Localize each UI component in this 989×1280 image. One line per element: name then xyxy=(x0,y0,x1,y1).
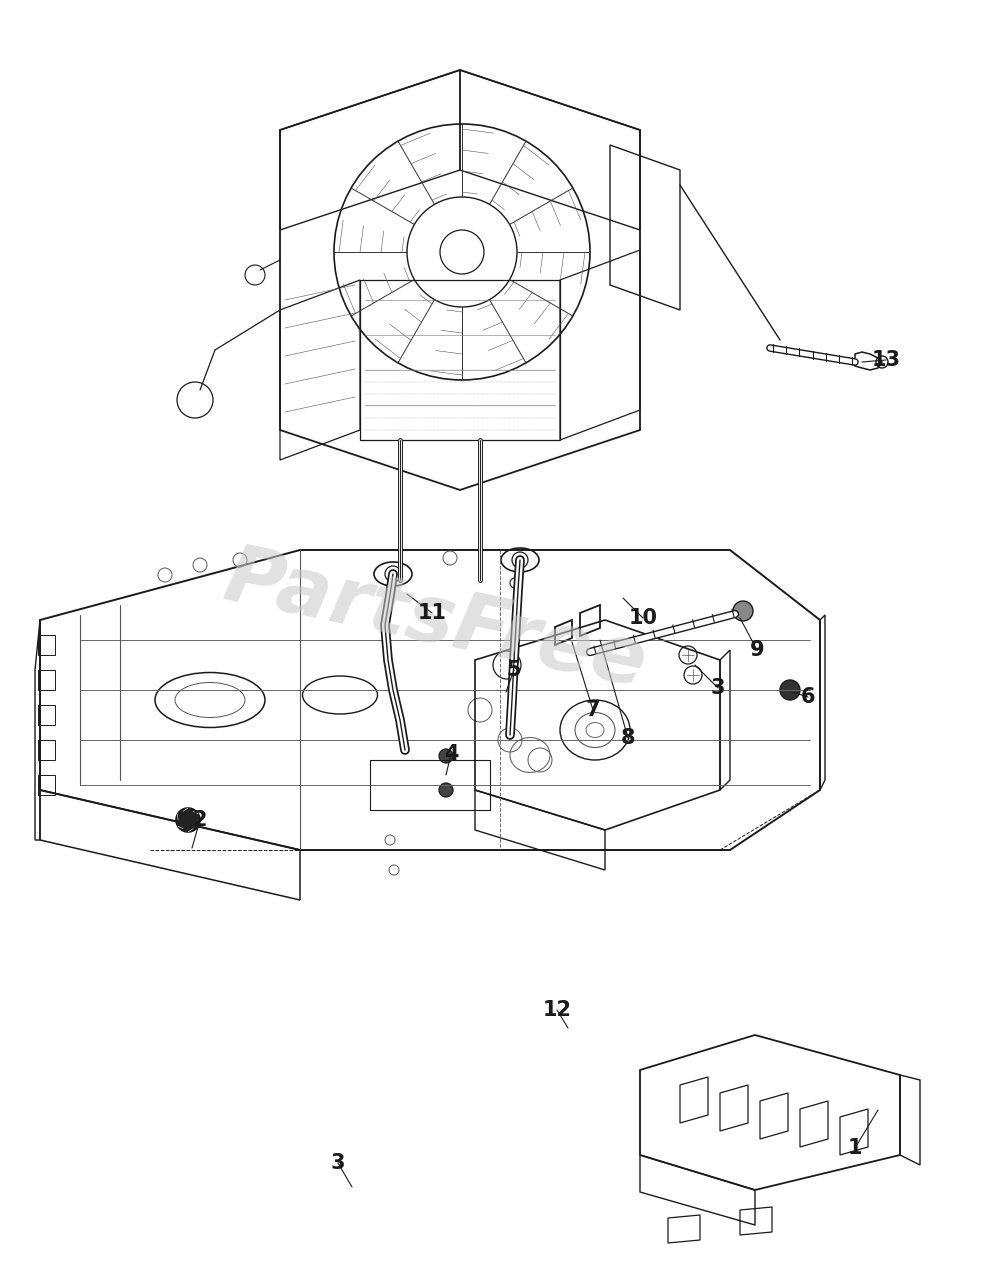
Text: 8: 8 xyxy=(621,728,635,748)
Text: 12: 12 xyxy=(543,1000,572,1020)
Text: 3: 3 xyxy=(711,678,725,698)
Circle shape xyxy=(439,749,453,763)
Text: 2: 2 xyxy=(193,810,208,829)
Text: 6: 6 xyxy=(801,687,815,707)
Text: PartsFree: PartsFree xyxy=(217,538,654,704)
Text: 3: 3 xyxy=(330,1153,345,1172)
Text: 5: 5 xyxy=(506,660,521,680)
Text: 9: 9 xyxy=(750,640,764,660)
Circle shape xyxy=(780,680,800,700)
Text: 11: 11 xyxy=(417,603,446,623)
Text: 13: 13 xyxy=(871,349,901,370)
Text: 4: 4 xyxy=(444,744,458,764)
Text: 1: 1 xyxy=(848,1138,862,1158)
Circle shape xyxy=(176,808,200,832)
Circle shape xyxy=(733,602,753,621)
Circle shape xyxy=(439,783,453,797)
Text: 7: 7 xyxy=(585,700,600,719)
Text: 10: 10 xyxy=(628,608,658,628)
